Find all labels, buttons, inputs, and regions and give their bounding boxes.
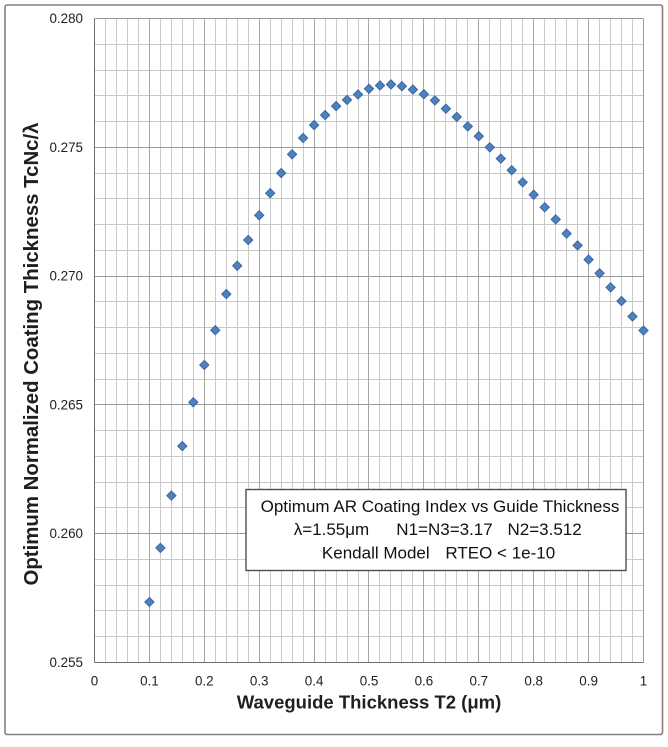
svg-text:0.255: 0.255 [49, 655, 83, 670]
svg-text:0.270: 0.270 [49, 269, 83, 284]
svg-text:0.8: 0.8 [524, 674, 543, 689]
svg-text:Optimum Normalized Coating Thi: Optimum Normalized Coating Thickness TcN… [21, 122, 43, 586]
svg-text:1: 1 [640, 674, 647, 689]
svg-text:N1=N3=3.17: N1=N3=3.17 [396, 520, 492, 539]
svg-text:0.275: 0.275 [49, 140, 83, 155]
svg-text:0.280: 0.280 [49, 11, 83, 26]
svg-text:λ=1.55μm: λ=1.55μm [294, 520, 369, 539]
svg-text:Optimum AR Coating Index vs Gu: Optimum AR Coating Index vs Guide Thickn… [261, 497, 620, 516]
svg-text:0.9: 0.9 [579, 674, 598, 689]
svg-text:0.7: 0.7 [469, 674, 488, 689]
svg-text:RTEO < 1e-10: RTEO < 1e-10 [445, 543, 555, 562]
svg-text:0.5: 0.5 [360, 674, 379, 689]
svg-text:0.4: 0.4 [305, 674, 324, 689]
svg-text:0.3: 0.3 [250, 674, 269, 689]
svg-text:Kendall Model: Kendall Model [322, 543, 430, 562]
svg-text:Waveguide Thickness T2 (μm): Waveguide Thickness T2 (μm) [237, 692, 502, 713]
svg-text:0.6: 0.6 [415, 674, 434, 689]
svg-text:0.2: 0.2 [195, 674, 214, 689]
svg-text:0.265: 0.265 [49, 397, 83, 412]
svg-text:0: 0 [91, 674, 98, 689]
svg-text:0.260: 0.260 [49, 526, 83, 541]
svg-text:0.1: 0.1 [140, 674, 159, 689]
svg-text:N2=3.512: N2=3.512 [507, 520, 581, 539]
